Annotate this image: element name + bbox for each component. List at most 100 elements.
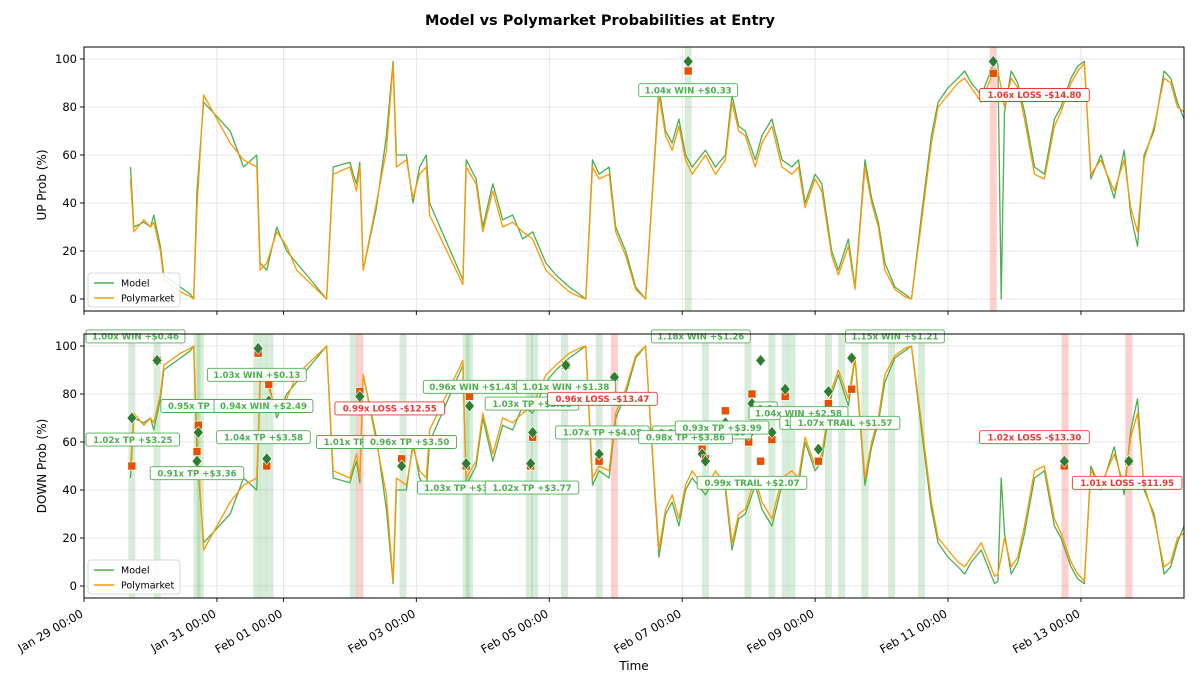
down-annotation-12: 1.02x TP +$3.77 <box>484 480 580 495</box>
down-annotation-box-6 <box>216 430 311 445</box>
up-series-model <box>129 60 1184 300</box>
down-model-entry-marker-1 <box>151 353 163 367</box>
down-annotation-10: 0.96x WIN +$1.43 <box>422 379 523 394</box>
down-ytick-label-4: 80 <box>62 387 77 401</box>
x-tick-label-8: Feb 13 00:00 <box>1010 606 1082 656</box>
down-model-entry-marker-13 <box>560 358 572 372</box>
down-annotation-box-15 <box>547 391 658 406</box>
down-annotation-label-8: 1.01x TP <box>324 438 366 448</box>
down-annotation-20: 0.93x TP +$3.99 <box>674 420 770 435</box>
down-annotation-box-21 <box>696 475 808 490</box>
down-annotation-box-27 <box>979 430 1090 445</box>
down-annotation-label-19: 0.98x TP +$3.86 <box>646 433 725 443</box>
down-model-entry-marker-9 <box>460 457 472 471</box>
down-annotation-label-9: 0.96x TP +$3.50 <box>370 438 449 448</box>
down-poly-entry-marker-0 <box>127 461 137 471</box>
down-annotation-label-25: 1.07x TRAIL +$1.57 <box>798 419 893 429</box>
up-annotation-label-1: 1.06x LOSS -$14.80 <box>987 91 1081 101</box>
down-win-band-23 <box>838 334 846 598</box>
up-ytick-label-3: 60 <box>62 148 77 162</box>
x-tick-label-6: Feb 09 00:00 <box>744 606 816 656</box>
down-model-entry-marker-23 <box>779 382 791 396</box>
down-model-entry-marker-5 <box>261 452 273 466</box>
down-ytick-label-5: 100 <box>55 339 77 353</box>
down-annotation-label-7: 0.99x LOSS -$12.55 <box>343 405 437 415</box>
down-win-band-21 <box>788 334 796 598</box>
down-annotation-box-9 <box>362 435 457 449</box>
up-lines <box>129 60 1184 300</box>
down-model-entry-marker-24 <box>813 442 824 456</box>
down-annotation-21: 0.99x TRAIL +$2.07 <box>696 475 808 490</box>
down-win-band-20 <box>781 334 789 598</box>
down-model-entry-marker-17 <box>700 454 711 468</box>
down-win-band-22 <box>824 334 832 598</box>
down-annotation-box-3 <box>149 466 245 481</box>
down-annotation-label-10: 0.96x WIN +$1.43 <box>429 383 516 393</box>
down-annotation-label-11: 1.03x TP +$3 <box>424 484 488 494</box>
down-annotation-box-28 <box>1071 475 1183 490</box>
up-series-polymarket <box>129 63 1184 300</box>
down-ytick-label-3: 60 <box>62 435 77 449</box>
down-annotation-26: 1.15x WIN +$1.21 <box>844 329 945 344</box>
down-annotation-box-7 <box>334 401 446 416</box>
down-annotation-box-1 <box>85 432 181 447</box>
down-win-band-26 <box>917 334 925 598</box>
up-annotation-label-0: 1.04x WIN +$0.33 <box>645 86 732 96</box>
up-ytick-label-5: 100 <box>55 52 77 66</box>
x-tick-label-1: Jan 31 00:00 <box>147 606 218 655</box>
down-poly-entry-marker-18 <box>721 406 730 416</box>
down-annotation-11: 1.03x TP +$3 <box>416 480 496 495</box>
down-annotation-27: 1.02x LOSS -$13.30 <box>979 430 1090 445</box>
down-annotation-label-2: 0.95x TP +$ <box>168 402 226 412</box>
down-annotation-28: 1.01x LOSS -$11.95 <box>1071 475 1183 490</box>
down-annotation-label-14: 1.01x WIN +$1.38 <box>522 383 609 393</box>
down-poly-entry-marker-26 <box>847 384 856 394</box>
down-poly-entry-marker-21 <box>756 456 765 466</box>
down-model-entry-marker-28 <box>1123 454 1135 468</box>
down-poly-entry-marker-3 <box>192 447 202 456</box>
down-annotation-1: 1.02x TP +$3.25 <box>85 432 181 447</box>
down-loss-band-16 <box>610 334 618 598</box>
up-model-entry-marker-0 <box>682 54 694 68</box>
down-win-band-1 <box>153 334 161 598</box>
down-model-entry-marker-27 <box>1058 454 1070 468</box>
down-model-entry-marker-21 <box>755 353 767 367</box>
up-legend-label-polymarket: Polymarket <box>121 294 174 305</box>
down-model-entry-marker-0 <box>126 411 138 425</box>
up-frame <box>83 46 1185 312</box>
down-annotation-label-16: 1.07x TP +$4.05 <box>563 429 642 439</box>
down-win-band-19 <box>768 334 776 598</box>
x-tick-label-7: Feb 11 00:00 <box>877 606 949 656</box>
up-ytick-label-0: 0 <box>70 292 77 306</box>
down-ytick-label-1: 20 <box>62 531 77 545</box>
down-annotation-label-26: 1.15x WIN +$1.21 <box>851 333 938 343</box>
down-annotation-9: 0.96x TP +$3.50 <box>362 435 457 449</box>
down-annotation-label-20: 0.93x TP +$3.99 <box>682 424 761 434</box>
up-ytick-label-1: 20 <box>62 244 77 258</box>
down-annotation-box-17 <box>650 329 751 344</box>
down-model-entry-marker-26 <box>846 351 858 365</box>
down-annotation-label-4: 1.03x WIN +$0.13 <box>213 371 300 381</box>
down-win-band-14 <box>561 334 569 598</box>
down-annotation-label-28: 1.01x LOSS -$11.95 <box>1080 479 1174 489</box>
up-poly-entry-marker-0 <box>683 66 693 76</box>
down-annotation-label-1: 1.02x TP +$3.25 <box>93 436 172 446</box>
up-annotation-box-0 <box>638 83 739 98</box>
down-annotation-label-0: 1.00x WIN +$0.46 <box>92 333 179 343</box>
down-model-entry-marker-11 <box>525 457 537 471</box>
down-legend-label-polymarket: Polymarket <box>121 581 174 592</box>
chart-title: Model vs Polymarket Probabilities at Ent… <box>425 13 776 29</box>
down-panel: DOWN Prob (%) 1.00x WIN +$0.46 1.02x TP +… <box>35 329 1185 602</box>
down-ytick-label-0: 0 <box>70 579 77 593</box>
down-model-entry-marker-12 <box>527 425 539 439</box>
up-annotation-1: 1.06x LOSS -$14.80 <box>979 88 1090 102</box>
down-poly-entry-marker-24 <box>814 456 823 466</box>
down-frame <box>83 333 1185 599</box>
down-series-polymarket <box>129 345 1184 582</box>
down-annotation-6: 1.04x TP +$3.58 <box>216 430 311 445</box>
down-annotation-5: 0.94x WIN +$2.49 <box>213 399 314 413</box>
down-annotation-17: 1.18x WIN +$1.26 <box>650 329 751 344</box>
down-win-band-24 <box>861 334 869 598</box>
down-model-entry-marker-10 <box>464 399 475 413</box>
